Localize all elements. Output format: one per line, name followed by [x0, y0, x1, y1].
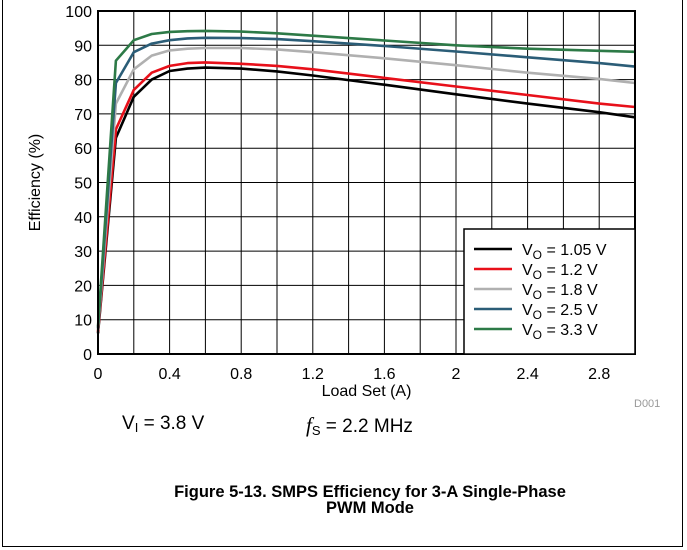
legend-label: VO = 1.05 V	[522, 242, 607, 262]
legend-label: VO = 1.2 V	[522, 262, 598, 282]
y-tick-label: 60	[74, 141, 92, 158]
x-tick-label: 0.4	[158, 366, 180, 383]
input-voltage-condition: VI = 3.8 V	[122, 413, 205, 435]
legend-label: VO = 3.3 V	[522, 322, 598, 342]
y-tick-label: 90	[74, 38, 92, 55]
series-line-2	[96, 61, 636, 332]
efficiency-chart: 0 10 20 30 40 50 60 70 80 90 100 0 0.4 0.8 1.2 1.6 2 2.4 2…	[27, 4, 636, 400]
series-line-5	[96, 29, 636, 327]
switching-frequency-condition: fS = 2.2 MHz	[306, 413, 413, 438]
figure-caption: Figure 5-13. SMPS Efficiency for 3-A Sin…	[70, 483, 670, 517]
series-line-1	[96, 66, 636, 334]
y-tick-label: 70	[74, 107, 92, 124]
x-tick-label: 2.8	[588, 366, 610, 383]
y-tick-label: 80	[74, 73, 92, 90]
plot-id: D001	[634, 398, 661, 410]
series-line-3	[96, 46, 636, 331]
y-tick-label: 100	[65, 4, 92, 21]
x-axis-label: Load Set (A)	[322, 383, 412, 400]
legend-label: VO = 2.5 V	[522, 302, 598, 322]
x-tick-label: 2.4	[516, 366, 538, 383]
legend-label: VO = 1.8 V	[522, 282, 598, 302]
series-line-4	[96, 36, 636, 329]
x-tick-label: 2	[452, 366, 461, 383]
y-tick-label: 20	[74, 278, 92, 295]
caption-line-1: Figure 5-13. SMPS Efficiency for 3-A Sin…	[174, 483, 566, 501]
y-tick-label: 40	[74, 210, 92, 227]
x-tick-label: 1.6	[373, 366, 395, 383]
y-tick-label: 10	[74, 313, 92, 330]
x-tick-label: 0	[94, 366, 103, 383]
y-tick-label: 0	[83, 347, 92, 364]
caption-line-2: PWM Mode	[326, 499, 414, 517]
y-tick-label: 50	[74, 176, 92, 193]
x-tick-label: 0.8	[230, 366, 252, 383]
y-tick-label: 30	[74, 244, 92, 261]
x-tick-label: 1.2	[302, 366, 324, 383]
plot-border	[97, 10, 636, 355]
y-axis-label: Efficiency (%)	[27, 134, 44, 232]
